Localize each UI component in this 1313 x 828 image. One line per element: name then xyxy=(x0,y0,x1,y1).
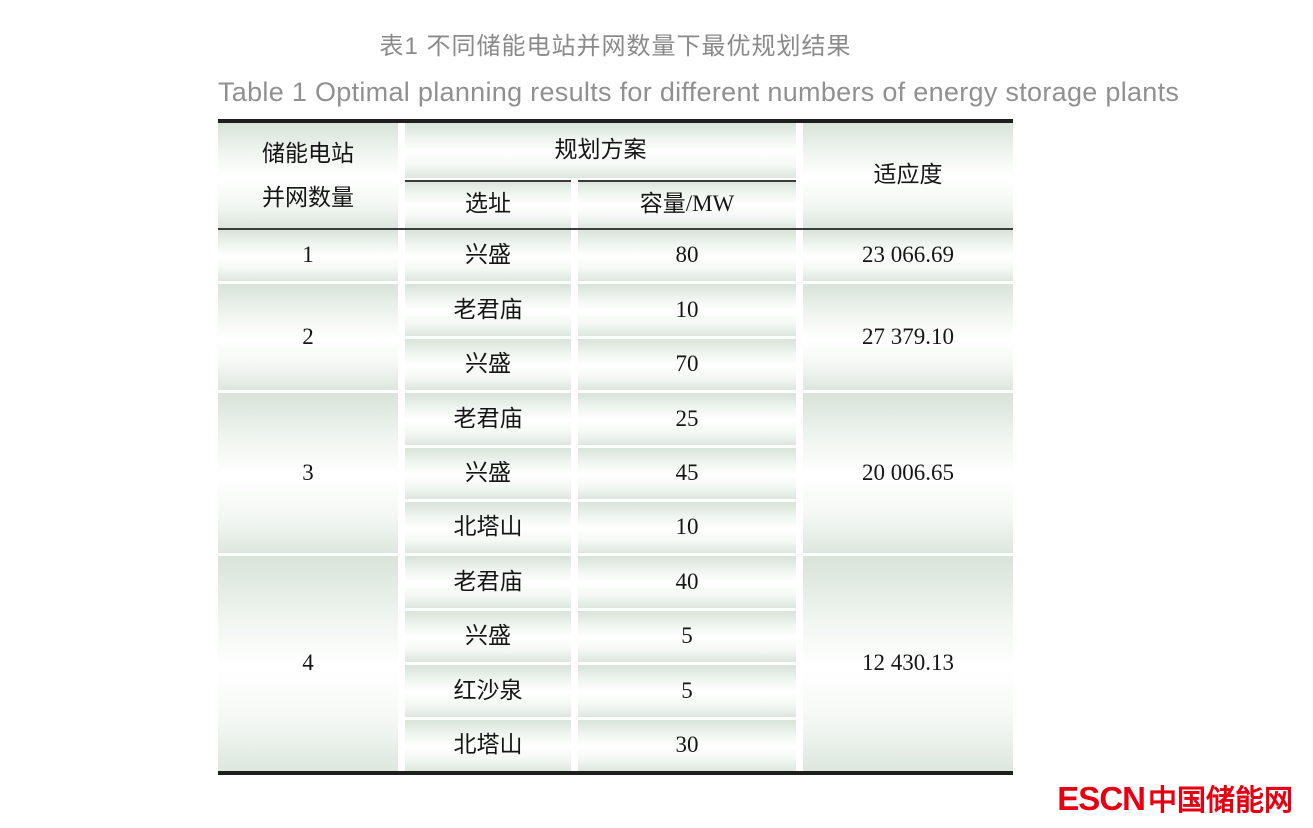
table-cell-capacity: 5 xyxy=(578,610,796,663)
header-cell-plan: 规划方案 xyxy=(405,123,796,178)
escn-logo-text: ESCN xyxy=(1057,780,1146,817)
table-cell-capacity: 30 xyxy=(578,719,796,771)
table-cell-fitness: 12 430.13 xyxy=(803,556,1013,771)
table-cell-site: 老君庙 xyxy=(405,393,571,445)
table-cell-capacity: 45 xyxy=(578,447,796,499)
table-cell-site: 红沙泉 xyxy=(405,665,571,717)
table-cell-fitness: 23 066.69 xyxy=(803,230,1013,282)
header-plants-line1: 储能电站 xyxy=(262,140,354,166)
table-cell-capacity: 25 xyxy=(578,393,796,445)
table-captions: 表1 不同储能电站并网数量下最优规划结果 Table 1 Optimal pla… xyxy=(218,0,1180,108)
table-cell-fitness: 20 006.65 xyxy=(803,393,1013,554)
table-bottom-border xyxy=(218,770,1013,775)
table-cell-site: 北塔山 xyxy=(405,719,571,771)
caption-chinese: 表1 不同储能电站并网数量下最优规划结果 xyxy=(379,33,852,60)
table-header: 储能电站 并网数量 规划方案 选址 容量/MW 适应度 xyxy=(218,123,1013,228)
table-cell-site: 兴盛 xyxy=(405,447,571,499)
table-body: 1 兴盛 80 23 066.69 2 老君庙 10 兴盛 70 27 379.10 3 老君庙 25 兴… xyxy=(218,230,1013,771)
table-top-border xyxy=(218,119,1013,123)
header-cell-plants-count: 储能电站 并网数量 xyxy=(218,123,398,228)
table-cell-capacity: 40 xyxy=(578,556,796,608)
table-cell-site: 老君庙 xyxy=(405,284,571,336)
results-table: 储能电站 并网数量 规划方案 选址 容量/MW 适应度 1 兴盛 80 23 066.… xyxy=(218,119,1013,775)
caption-english: Table 1 Optimal planning results for dif… xyxy=(218,77,1180,107)
table-cell-site: 兴盛 xyxy=(405,230,571,282)
header-cell-fitness: 适应度 xyxy=(803,123,1013,228)
header-plants-line2: 并网数量 xyxy=(262,184,354,210)
table-cell-plants-count: 4 xyxy=(218,556,398,771)
table-cell-plants-count: 2 xyxy=(218,284,398,391)
table-cell-site: 北塔山 xyxy=(405,501,571,554)
escn-watermark: ESCN 中国储能网 xyxy=(1057,777,1293,819)
table-cell-capacity: 10 xyxy=(578,284,796,336)
header-cell-capacity: 容量/MW xyxy=(578,180,796,228)
table-cell-plants-count: 3 xyxy=(218,393,398,554)
table-cell-capacity: 80 xyxy=(578,230,796,282)
table-cell-site: 兴盛 xyxy=(405,610,571,663)
table-cell-fitness: 27 379.10 xyxy=(803,284,1013,391)
table-cell-capacity: 10 xyxy=(578,501,796,554)
header-cell-site: 选址 xyxy=(405,180,571,228)
table-cell-capacity: 70 xyxy=(578,338,796,391)
escn-logo-chinese: 中国储能网 xyxy=(1147,785,1293,817)
table-cell-site: 兴盛 xyxy=(405,338,571,391)
table-cell-plants-count: 1 xyxy=(218,230,398,282)
table-header-separator xyxy=(218,228,1013,230)
table-cell-capacity: 5 xyxy=(578,665,796,717)
table-cell-site: 老君庙 xyxy=(405,556,571,608)
